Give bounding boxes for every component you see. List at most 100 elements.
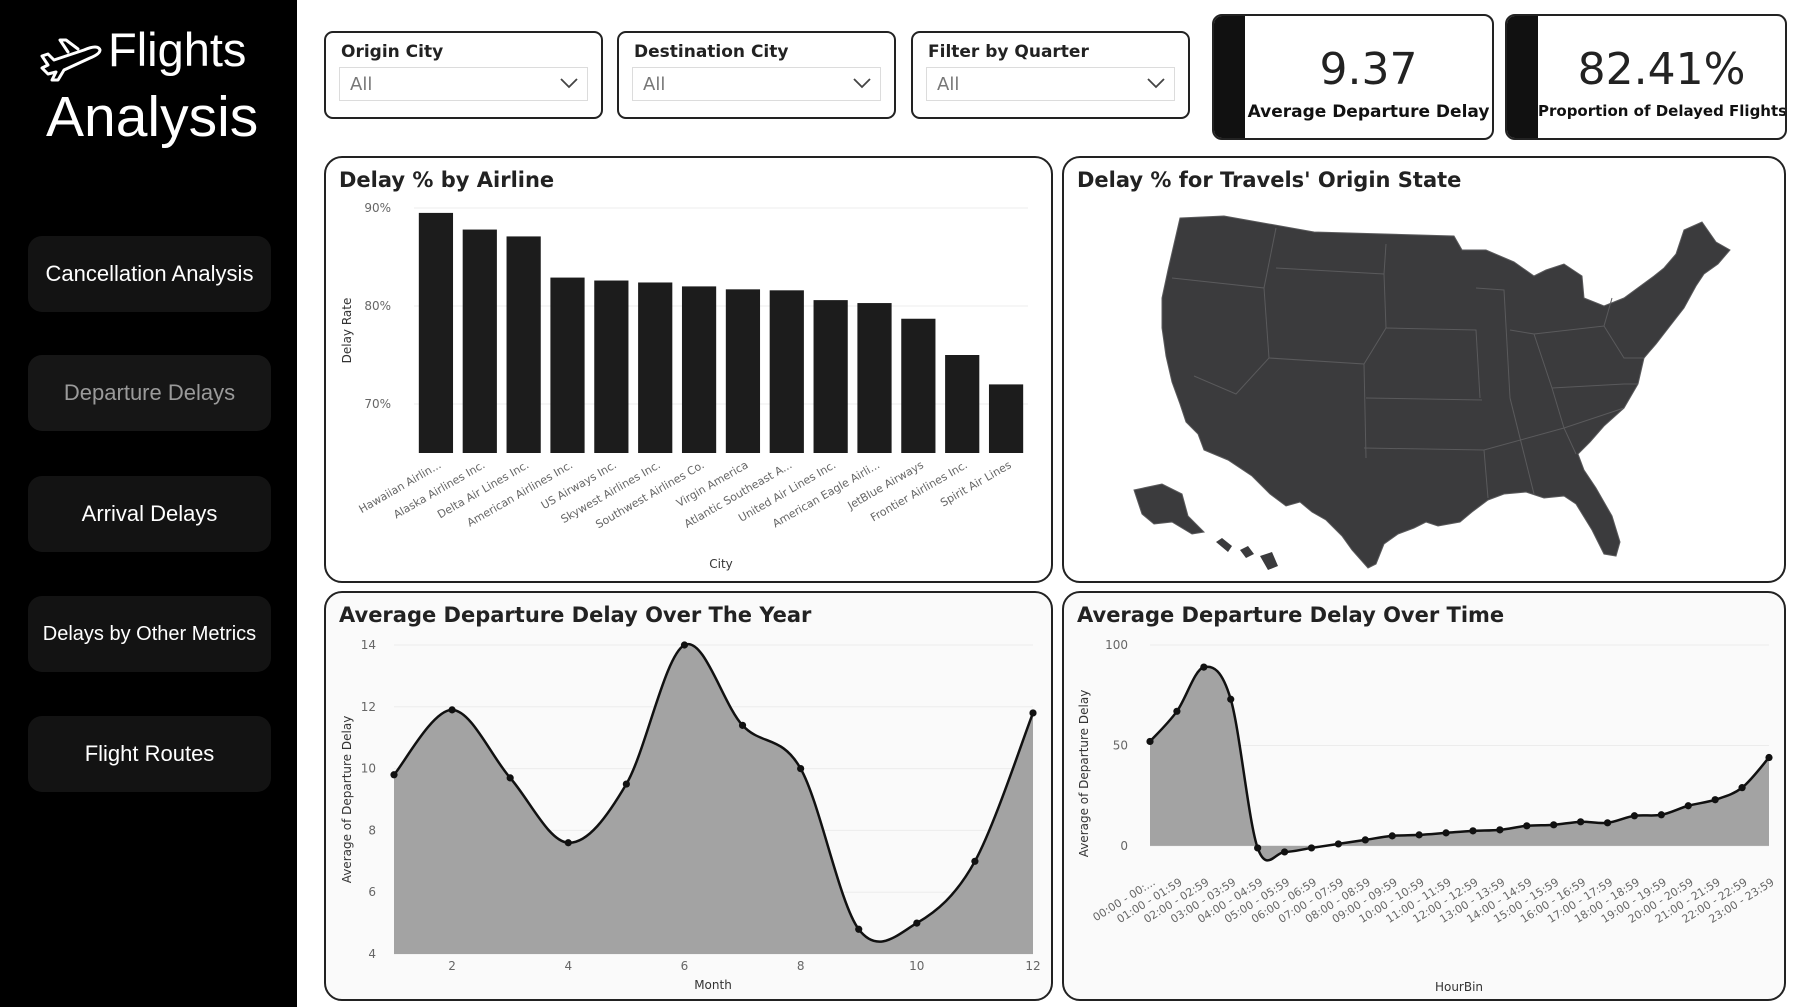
data-point (1711, 796, 1719, 804)
nav-flight-routes[interactable]: Flight Routes (28, 716, 271, 792)
data-point (1765, 753, 1773, 762)
data-point (1361, 836, 1369, 844)
state-borders (1171, 227, 1644, 499)
kpi-value: 9.37 (1319, 44, 1418, 95)
usa-mainland-shape[interactable] (1161, 215, 1731, 569)
bar (506, 236, 541, 453)
y-tick-label: 14 (361, 638, 376, 652)
origin-city-dropdown[interactable]: All (339, 67, 588, 101)
y-tick-label: 90% (364, 201, 391, 215)
bar (462, 229, 497, 453)
y-tick-label: 70% (364, 397, 391, 411)
data-point (390, 771, 398, 779)
alaska-shape[interactable] (1133, 483, 1206, 535)
data-point (1523, 822, 1531, 830)
data-point (1307, 844, 1316, 852)
data-point (1630, 812, 1639, 820)
area-fill (394, 644, 1033, 954)
nav-delays-by-other-metrics[interactable]: Delays by Other Metrics (28, 596, 271, 672)
us-states-map[interactable] (1064, 158, 1786, 583)
nav-cancellation-analysis[interactable]: Cancellation Analysis (28, 236, 271, 312)
data-point (1550, 821, 1558, 829)
x-axis-label: HourBin (1435, 980, 1483, 994)
data-point (1200, 663, 1208, 671)
bar (988, 384, 1024, 453)
data-point (1280, 848, 1289, 856)
data-point (1146, 737, 1154, 746)
data-point (797, 765, 805, 773)
data-point (1029, 709, 1037, 717)
filter-title: Origin City (341, 42, 444, 62)
x-tick-label: 10 (909, 959, 924, 973)
data-point (971, 857, 979, 865)
chevron-down-icon (853, 78, 871, 89)
data-point (1738, 784, 1746, 792)
bar (813, 300, 848, 453)
nav-departure-delays[interactable]: Departure Delays (28, 355, 271, 431)
y-tick-label: 50 (1113, 738, 1128, 752)
data-point (1334, 840, 1342, 848)
data-point (1469, 827, 1477, 835)
bar (594, 280, 629, 453)
bar (418, 212, 454, 453)
bar (945, 355, 980, 453)
delay-by-airline-panel: Delay % by Airline 70% 80% 90% Delay Rate Ha… (324, 156, 1053, 583)
y-tick-label: 0 (1120, 839, 1128, 853)
x-axis-label: City (709, 557, 733, 571)
data-point (913, 919, 921, 927)
data-point (1603, 819, 1612, 827)
x-axis-label: Month (694, 978, 732, 992)
kpi-label: Proportion of Delayed Flights (1538, 102, 1787, 120)
data-point (564, 839, 572, 847)
y-tick-label: 80% (364, 299, 391, 313)
data-point (855, 925, 863, 933)
y-tick-label: 4 (368, 947, 376, 961)
kpi-proportion-delayed: 82.41% Proportion of Delayed Flights (1505, 14, 1787, 140)
bar (769, 290, 804, 453)
x-tick-label: 6 (681, 959, 689, 973)
kpi-value: 82.41% (1577, 44, 1746, 95)
data-point (1254, 844, 1262, 852)
bar (725, 289, 761, 453)
dropdown-value: All (937, 73, 960, 95)
delay-over-time-panel: Average Departure Delay Over Time 0 50 100… (1062, 591, 1786, 1001)
filter-title: Destination City (634, 42, 789, 62)
destination-city-dropdown[interactable]: All (632, 67, 881, 101)
data-point (622, 780, 630, 788)
bar (857, 303, 892, 453)
kpi-accent-bar (1507, 16, 1538, 138)
chevron-down-icon (1147, 78, 1165, 89)
hawaii-shape[interactable] (1216, 538, 1278, 570)
y-axis-label: Delay Rate (340, 298, 354, 364)
data-point (1173, 707, 1181, 715)
filter-title: Filter by Quarter (928, 42, 1089, 62)
data-point (1442, 829, 1450, 837)
y-axis-label: Average of Departure Delay (340, 716, 354, 884)
sidebar: Flights Analysis Cancellation Analysis D… (0, 0, 297, 1007)
quarter-dropdown[interactable]: All (926, 67, 1175, 101)
data-point (1657, 811, 1665, 819)
y-tick-label: 100 (1105, 638, 1128, 652)
kpi-accent-bar (1214, 16, 1245, 138)
data-point (1577, 818, 1585, 826)
data-point (448, 706, 456, 714)
data-point (1684, 802, 1692, 810)
nav-arrival-delays[interactable]: Arrival Delays (28, 476, 271, 552)
kpi-label: Average Departure Delay (1247, 102, 1490, 122)
airplane-icon (40, 38, 102, 82)
dropdown-value: All (350, 73, 373, 95)
delay-over-year-panel: Average Departure Delay Over The Year 4 6… (324, 591, 1053, 1001)
data-point (1415, 831, 1423, 839)
dropdown-value: All (643, 73, 666, 95)
chart-title: Delay % by Airline (339, 168, 555, 192)
kpi-average-departure-delay: 9.37 Average Departure Delay (1212, 14, 1494, 140)
logo-title-line1: Flights (108, 23, 247, 76)
y-axis-label: Average of Departure Delay (1077, 690, 1091, 858)
quarter-filter: Filter by Quarter All (911, 31, 1190, 119)
data-point (680, 641, 689, 649)
data-point (1496, 826, 1504, 834)
origin-city-filter: Origin City All (324, 31, 603, 119)
x-tick-label: 12 (1025, 959, 1040, 973)
